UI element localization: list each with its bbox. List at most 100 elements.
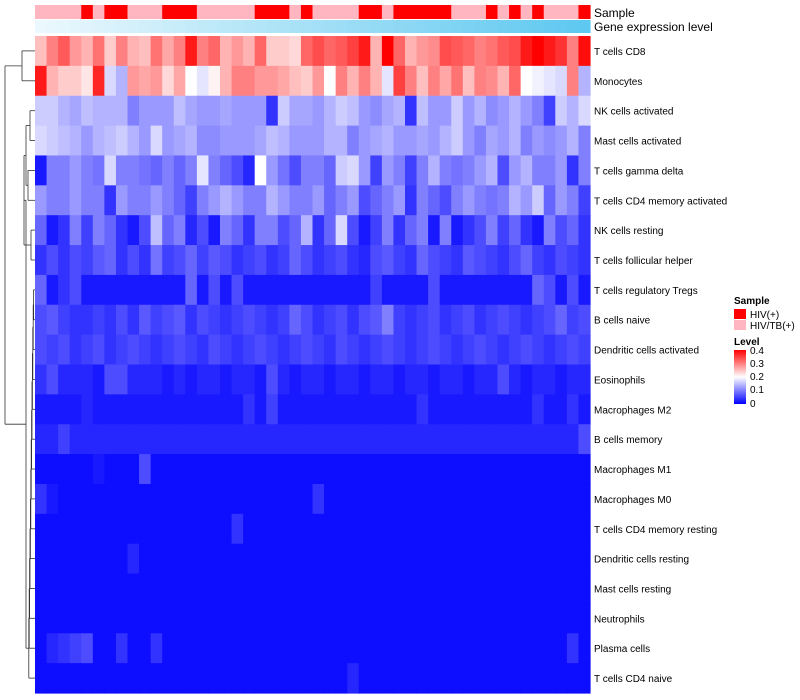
heatmap-cell	[462, 483, 475, 515]
legend-hivtb-swatch	[734, 320, 746, 330]
heatmap-cell	[127, 304, 140, 336]
heatmap-cell	[173, 454, 186, 485]
heatmap-cell	[139, 483, 152, 515]
heatmap-cell	[428, 633, 441, 664]
heatmap-cell	[335, 424, 348, 455]
heatmap-cell	[104, 65, 117, 97]
heatmap-cell	[115, 304, 129, 336]
heatmap-cell	[69, 36, 82, 67]
heatmap-cell	[335, 663, 348, 694]
heatmap-cell	[566, 424, 580, 455]
heatmap-cell	[92, 394, 105, 425]
heatmap-cell	[208, 95, 221, 127]
heatmap-cell	[46, 304, 59, 336]
gene-expression-track-cell	[150, 20, 163, 33]
heatmap-cell	[578, 185, 591, 216]
heatmap-cell	[335, 185, 348, 216]
heatmap-cell	[416, 245, 429, 276]
heatmap-cell	[115, 95, 129, 127]
sample-track-cell	[497, 5, 510, 19]
heatmap-cell	[139, 155, 152, 186]
heatmap-cell	[405, 274, 418, 306]
heatmap-cell	[185, 125, 198, 157]
heatmap-cell	[196, 334, 210, 366]
sample-annotation-track	[35, 5, 591, 19]
heatmap-cell	[58, 513, 71, 545]
heatmap-cell	[69, 573, 82, 605]
heatmap-cell	[462, 304, 475, 336]
gene-expression-track-cell	[139, 20, 152, 33]
heatmap-cell	[139, 185, 152, 216]
heatmap-cell	[520, 573, 533, 605]
heatmap-cell	[185, 663, 198, 694]
heatmap-cell	[324, 454, 337, 485]
heatmap-cell	[578, 543, 591, 575]
heatmap-cell	[185, 424, 198, 455]
heatmap-cell	[289, 155, 302, 186]
heatmap-cell	[46, 543, 59, 575]
heatmap-cell	[405, 513, 418, 545]
heatmap-cell	[231, 65, 244, 97]
heatmap-cell	[220, 543, 233, 575]
sample-track-cell	[81, 5, 94, 19]
heatmap-cell	[439, 633, 452, 664]
legend-hivtb-label: HIV/TB(+)	[750, 321, 795, 332]
heatmap-cell	[416, 364, 429, 395]
heatmap-cell	[497, 125, 510, 157]
heatmap-cell	[509, 633, 522, 664]
heatmap-cell	[416, 454, 429, 485]
sample-track-label: Sample	[594, 6, 635, 20]
heatmap-cell	[254, 394, 267, 425]
sample-track-cell	[566, 5, 580, 19]
heatmap-cell	[162, 125, 175, 157]
heatmap-cell	[243, 603, 256, 634]
heatmap-cell	[312, 304, 325, 336]
heatmap-cell	[555, 185, 568, 216]
heatmap-cell	[104, 155, 117, 186]
heatmap-cell	[277, 483, 290, 515]
heatmap-cell	[81, 155, 94, 186]
heatmap-cell	[347, 215, 360, 246]
heatmap-cell	[220, 245, 233, 276]
heatmap-cell	[289, 95, 302, 127]
heatmap-cell	[220, 483, 233, 515]
sample-track-cell	[220, 5, 233, 19]
heatmap-cell	[347, 95, 360, 127]
heatmap-cell	[196, 543, 210, 575]
heatmap-cell	[127, 483, 140, 515]
heatmap-cell	[439, 483, 452, 515]
heatmap-cell	[335, 274, 348, 306]
heatmap-cell	[173, 483, 186, 515]
heatmap-cell	[104, 603, 117, 634]
heatmap-cell	[104, 424, 117, 455]
sample-track-cell	[92, 5, 105, 19]
heatmap-cell	[46, 65, 59, 97]
heatmap-cell	[92, 155, 105, 186]
heatmap-cell	[520, 663, 533, 694]
heatmap-cell	[115, 633, 129, 664]
heatmap-cell	[266, 274, 279, 306]
heatmap-cell	[497, 663, 510, 694]
heatmap-cell	[150, 394, 163, 425]
heatmap-cell	[300, 185, 314, 216]
heatmap-cell	[462, 245, 475, 276]
heatmap-cell	[300, 334, 314, 366]
heatmap-cell	[324, 573, 337, 605]
heatmap-cell	[196, 245, 210, 276]
heatmap-cell	[277, 95, 290, 127]
heatmap-cell	[243, 573, 256, 605]
heatmap-cell	[428, 424, 441, 455]
heatmap-cell	[243, 185, 256, 216]
heatmap-cell	[208, 394, 221, 425]
sample-track-cell	[532, 5, 545, 19]
heatmap-cell	[520, 185, 533, 216]
heatmap-cell	[324, 185, 337, 216]
heatmap-cell	[231, 394, 244, 425]
heatmap-cell	[428, 603, 441, 634]
sample-track-cell	[370, 5, 383, 19]
heatmap-cell	[173, 633, 186, 664]
heatmap-cell	[150, 633, 163, 664]
heatmap-cell	[566, 573, 580, 605]
heatmap-cell	[266, 304, 279, 336]
sample-track-cell	[439, 5, 452, 19]
